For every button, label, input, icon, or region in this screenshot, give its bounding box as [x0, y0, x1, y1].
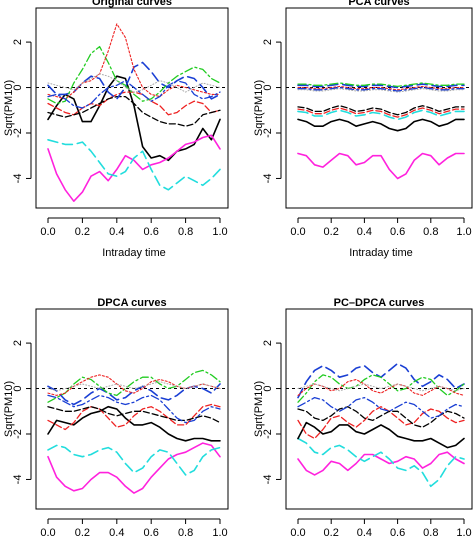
dpca-curve-4 — [47, 403, 221, 431]
original-x-tick-label-3: 0.6 — [144, 226, 159, 238]
dpca-title: DPCA curves — [97, 297, 166, 309]
original-x-tick-label-5: 1.0 — [212, 226, 227, 238]
pc-dpca-y-axis-label: Sqrt(PM10) — [253, 381, 265, 437]
pc-dpca-curve-4 — [297, 406, 465, 440]
pc-dpca-title: PC–DPCA curves — [334, 297, 425, 309]
pca-y-axis-label: Sqrt(PM10) — [253, 80, 265, 136]
pca-curve-3 — [297, 109, 465, 121]
original-x-axis-label: Intraday time — [102, 247, 166, 259]
pca-y-tick-label-2: 0 — [262, 84, 274, 90]
pca-x-tick-label-1: 0.2 — [324, 226, 339, 238]
dpca-y-tick-label-2: 0 — [12, 385, 24, 391]
pc-dpca-panel: PC–DPCA curves0.00.20.40.60.81.0Intraday… — [253, 297, 473, 539]
pc-dpca-curve-3 — [297, 421, 465, 449]
dpca-curve-10 — [47, 381, 221, 392]
original-curve-5 — [47, 95, 221, 127]
pca-x-axis-label: Intraday time — [349, 247, 413, 259]
original-title: Original curves — [92, 0, 172, 8]
pca-y-tick-label-0: -4 — [262, 174, 274, 184]
dpca-x-tick-label-4: 0.8 — [178, 527, 193, 539]
pca-x-tick-label-0: 0.0 — [290, 226, 305, 238]
dpca-x-tick-label-0: 0.0 — [40, 527, 55, 539]
dpca-curve-3 — [47, 405, 221, 442]
original-x-tick-label-1: 0.2 — [75, 226, 90, 238]
original-y-tick-label-3: 2 — [12, 39, 24, 45]
pca-curve-6 — [297, 83, 465, 89]
dpca-x-tick-label-3: 0.6 — [144, 527, 159, 539]
dpca-plot-frame — [35, 308, 229, 510]
pc-dpca-curve-7 — [297, 374, 465, 403]
dpca-curve-2 — [47, 444, 221, 476]
pc-dpca-y-tick-label-1: -2 — [262, 429, 274, 439]
dpca-y-axis-label: Sqrt(PM10) — [3, 381, 15, 437]
pca-y-tick-label-1: -2 — [262, 128, 274, 138]
pca-curve-8 — [297, 85, 465, 91]
pca-x-tick-label-3: 0.6 — [390, 226, 405, 238]
original-y-tick-label-2: 0 — [12, 84, 24, 90]
original-curve-10 — [47, 73, 221, 93]
original-x-tick-label-2: 0.4 — [109, 226, 124, 238]
dpca-x-tick-label-2: 0.4 — [109, 527, 124, 539]
original-curve-9 — [47, 80, 221, 109]
pca-curve-9 — [297, 86, 465, 92]
pc-dpca-curve-2 — [297, 437, 465, 488]
pca-curve-10 — [297, 88, 465, 93]
pc-dpca-x-tick-label-3: 0.6 — [390, 527, 405, 539]
pc-dpca-curve-1 — [297, 451, 465, 476]
pc-dpca-x-tick-label-1: 0.2 — [324, 527, 339, 539]
original-y-axis-label: Sqrt(PM10) — [3, 80, 15, 136]
original-curve-7 — [47, 45, 221, 105]
original-x-tick-label-4: 0.8 — [178, 226, 193, 238]
pca-x-tick-label-2: 0.4 — [357, 226, 372, 238]
dpca-curve-7 — [47, 369, 221, 403]
pca-curve-7 — [297, 82, 465, 88]
pc-dpca-x-tick-label-0: 0.0 — [290, 527, 305, 539]
dpca-curve-5 — [47, 406, 221, 424]
pc-dpca-curve-8 — [297, 378, 465, 396]
pc-dpca-curve-5 — [297, 406, 465, 428]
pca-x-tick-label-5: 1.0 — [456, 226, 471, 238]
dpca-x-tick-label-1: 0.2 — [75, 527, 90, 539]
pca-x-tick-label-4: 0.8 — [423, 226, 438, 238]
pca-panel: PCA curves 0.0 0.2 0.4 0.6 0.8 1.0 Intraday tim… — [253, 0, 473, 259]
pca-title: PCA curves — [348, 0, 409, 8]
original-panel: Original curves 0.0 0.2 0.4 0.6 0.8 1.0 Intrada… — [3, 0, 229, 259]
pc-dpca-y-tick-label-3: 2 — [262, 340, 274, 346]
dpca-y-tick-label-0: -4 — [12, 475, 24, 485]
pca-curve-2 — [297, 118, 465, 132]
pca-curve-4 — [297, 107, 465, 118]
pc-dpca-y-tick-label-2: 0 — [262, 385, 274, 391]
pca-y-tick-label-3: 2 — [262, 39, 274, 45]
dpca-x-tick-label-5: 1.0 — [212, 527, 227, 539]
original-curve-2 — [47, 134, 221, 202]
pca-curves — [297, 82, 465, 180]
dpca-y-tick-label-3: 2 — [12, 340, 24, 346]
pc-dpca-plot-frame — [285, 308, 473, 510]
pc-dpca-curve-9 — [297, 396, 465, 419]
original-curves — [47, 23, 221, 202]
pc-dpca-x-tick-label-5: 1.0 — [456, 527, 471, 539]
pc-dpca-y-tick-label-0: -4 — [262, 475, 274, 485]
dpca-y-tick-label-1: -2 — [12, 429, 24, 439]
pc-dpca-x-tick-label-2: 0.4 — [357, 527, 372, 539]
original-y-tick-label-1: -2 — [12, 128, 24, 138]
dpca-curves — [47, 369, 221, 494]
original-y-tick-label-0: -4 — [12, 174, 24, 184]
pc-dpca-x-tick-label-4: 0.8 — [423, 527, 438, 539]
original-x-tick-label-0: 0.0 — [40, 226, 55, 238]
dpca-curve-1 — [47, 442, 221, 494]
pc-dpca-curves — [297, 362, 465, 488]
pca-curve-1 — [297, 152, 465, 180]
pca-curve-5 — [297, 105, 465, 116]
pca-plot-frame — [285, 7, 473, 209]
original-plot-frame — [35, 7, 229, 209]
dpca-curve-9 — [47, 394, 221, 424]
original-curve-3 — [47, 139, 221, 191]
original-curve-8 — [47, 23, 221, 100]
